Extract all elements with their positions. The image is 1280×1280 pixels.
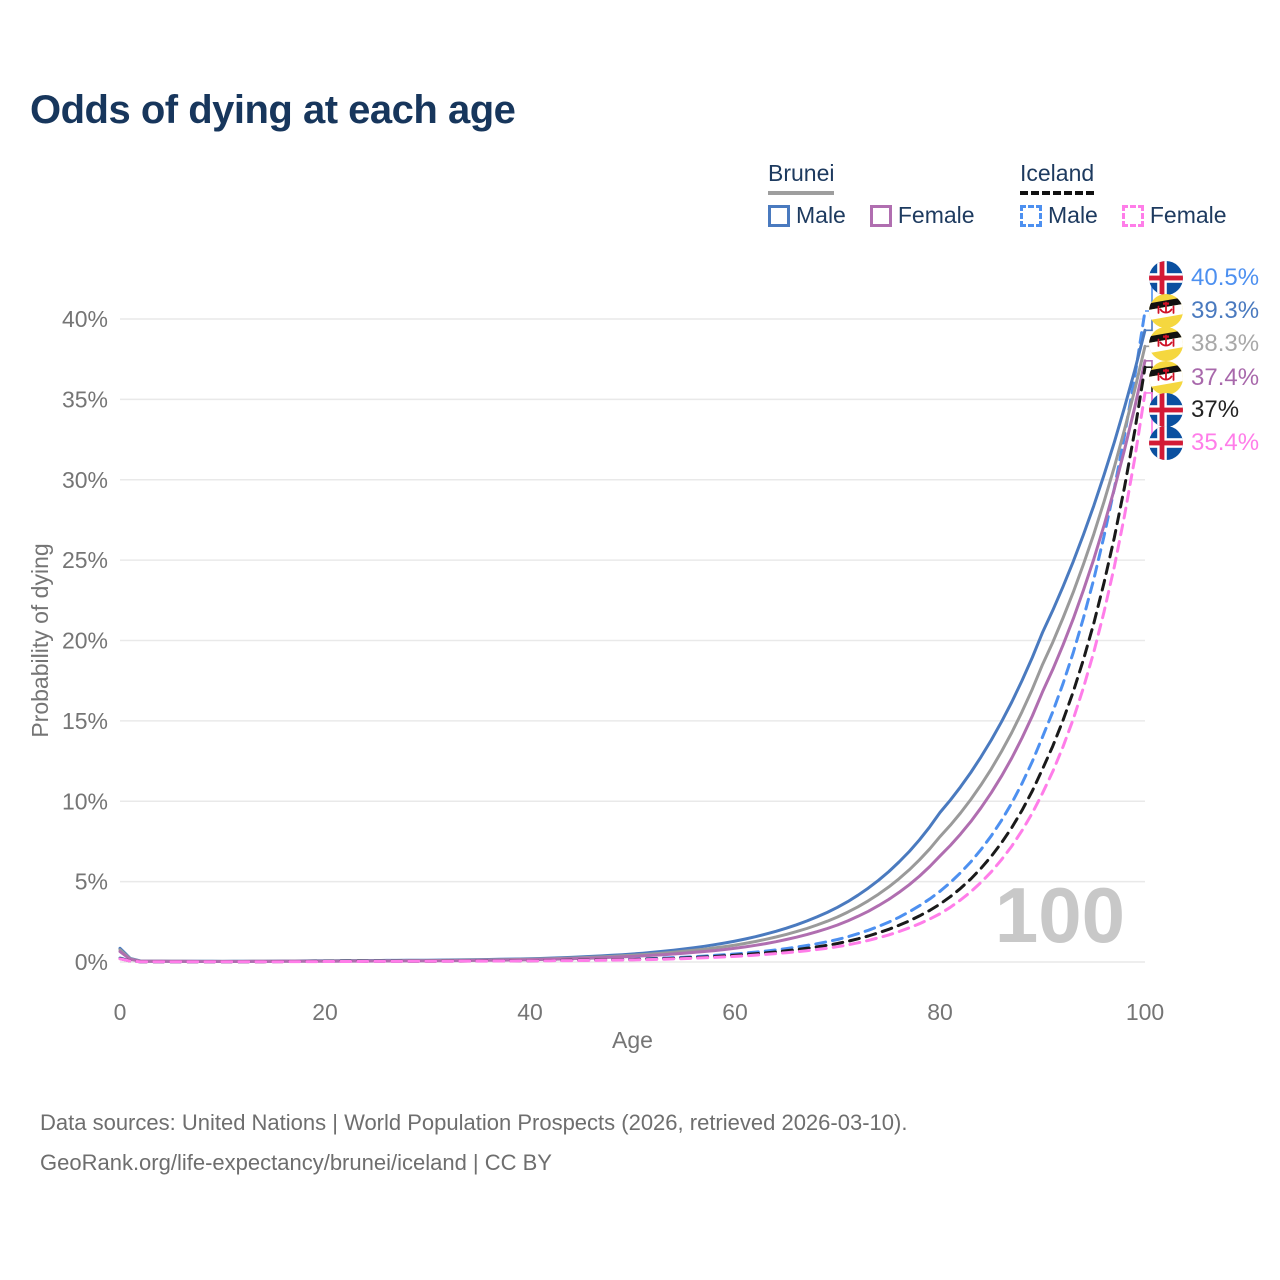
iceland-female-swatch-icon bbox=[1121, 204, 1144, 227]
end-label-row: 37.4% bbox=[1149, 361, 1259, 395]
x-tick-label-40: 40 bbox=[517, 999, 543, 1025]
y-tick-label-40: 40% bbox=[62, 306, 108, 332]
legend-item-brunei-male: Male bbox=[768, 202, 846, 229]
end-label-value: 38.3% bbox=[1191, 330, 1260, 357]
end-label-value: 39.3% bbox=[1191, 297, 1260, 324]
y-tick-label-15: 15% bbox=[62, 708, 108, 734]
end-label-row: 38.3% bbox=[1149, 327, 1259, 361]
iceland-flag-icon bbox=[1149, 393, 1183, 427]
legend-group-iceland: Iceland Male Female bbox=[1020, 160, 1227, 228]
end-label-value: 35.4% bbox=[1191, 429, 1260, 456]
page-title: Odds of dying at each age bbox=[30, 88, 516, 132]
y-tick-label-5: 5% bbox=[75, 869, 108, 895]
brunei-female-swatch-icon bbox=[869, 204, 892, 227]
brunei-flag-icon bbox=[1149, 327, 1183, 361]
brunei-flag-icon bbox=[1149, 294, 1183, 328]
y-tick-label-10: 10% bbox=[62, 788, 108, 814]
y-tick-label-0: 0% bbox=[75, 949, 108, 975]
series-line-brunei-both-sexes bbox=[118, 344, 1147, 963]
iceland-male-swatch-icon bbox=[1020, 204, 1042, 227]
end-label-row: 39.3% bbox=[1149, 294, 1259, 328]
x-tick-label-80: 80 bbox=[927, 999, 953, 1025]
iceland-flag-icon bbox=[1149, 261, 1183, 295]
iceland-flag-icon bbox=[1149, 426, 1183, 460]
y-tick-label-30: 30% bbox=[62, 467, 108, 493]
legend-header-brunei: Brunei bbox=[768, 160, 835, 195]
x-tick-label-0: 0 bbox=[114, 999, 127, 1025]
x-tick-label-20: 20 bbox=[312, 999, 338, 1025]
y-tick-label-20: 20% bbox=[62, 628, 108, 654]
end-label-value: 37% bbox=[1191, 396, 1240, 423]
end-label-value: 37.4% bbox=[1191, 364, 1260, 391]
brunei-flag-icon bbox=[1149, 361, 1183, 395]
y-tick-label-35: 35% bbox=[62, 386, 108, 412]
legend-item-iceland-female: Female bbox=[1121, 202, 1227, 229]
end-label-row: 37% bbox=[1149, 393, 1239, 427]
x-tick-label-100: 100 bbox=[1126, 999, 1164, 1025]
series-line-brunei-male bbox=[118, 328, 1147, 963]
end-label-row: 40.5% bbox=[1149, 261, 1259, 295]
legend-header-iceland: Iceland bbox=[1020, 160, 1095, 195]
legend-item-iceland-male: Male bbox=[1020, 202, 1098, 229]
x-tick-label-60: 60 bbox=[722, 999, 748, 1025]
legend-group-brunei: Brunei Male Female bbox=[768, 160, 975, 228]
x-axis-title: Age bbox=[612, 1027, 653, 1053]
legend-item-brunei-female: Female bbox=[869, 202, 975, 229]
series-line-iceland-female bbox=[118, 391, 1147, 964]
caption-line-1: Data sources: United Nations | World Pop… bbox=[40, 1110, 908, 1135]
brunei-male-swatch-icon bbox=[768, 204, 790, 227]
age-watermark: 100 bbox=[995, 871, 1125, 959]
end-label-value: 40.5% bbox=[1191, 264, 1260, 291]
y-tick-label-25: 25% bbox=[62, 547, 108, 573]
y-axis-title: Probability of dying bbox=[27, 543, 53, 737]
caption-line-2: GeoRank.org/life-expectancy/brunei/icela… bbox=[40, 1150, 552, 1175]
end-label-row: 35.4% bbox=[1149, 426, 1259, 460]
series-line-iceland-male bbox=[118, 309, 1147, 964]
